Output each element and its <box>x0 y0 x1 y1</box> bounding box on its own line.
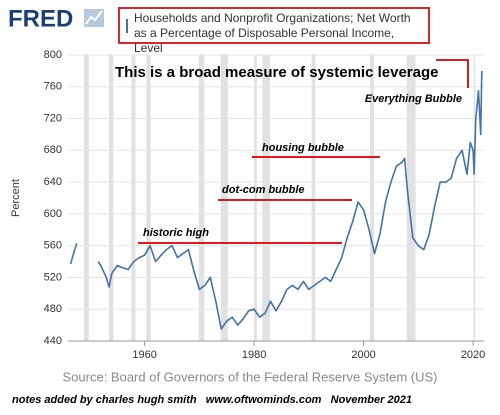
annotation-label: dot-com bubble <box>222 184 305 196</box>
y-tick-label: 760 <box>44 81 62 93</box>
y-tick-label: 520 <box>44 271 62 283</box>
recession-band <box>406 55 416 341</box>
annotation-title: This is a broad measure of systemic leve… <box>115 64 438 81</box>
logo: FRED <box>8 5 73 32</box>
series-line <box>97 70 483 330</box>
recession-band <box>254 55 257 341</box>
x-tick-label: 2000 <box>351 349 375 361</box>
recession-band <box>262 55 270 341</box>
x-tick-label: 1980 <box>242 349 266 361</box>
source: Source: Board of Governors of the Federa… <box>63 369 438 384</box>
annotations: This is a broad measure of systemic leve… <box>115 59 469 244</box>
recession-band <box>131 55 136 341</box>
y-tick-label: 640 <box>44 176 62 188</box>
y-tick-label: 600 <box>44 208 62 220</box>
recession-band <box>146 55 151 341</box>
y-tick-label: 560 <box>44 240 62 252</box>
annotation-label: historic high <box>143 227 209 239</box>
legend-entry: Households and Nonprofit Organizations; … <box>134 11 411 55</box>
y-tick-label: 480 <box>44 303 62 315</box>
y-tick-label: 440 <box>44 335 62 347</box>
legend: Households and Nonprofit Organizations; … <box>118 7 430 55</box>
y-tick-label: 680 <box>44 144 62 156</box>
y-axis-label: Percent <box>10 179 22 217</box>
y-tick-label: 720 <box>44 112 62 124</box>
annotation-label: Everything Bubble <box>365 93 462 105</box>
recession-band <box>220 55 228 341</box>
series-line <box>69 243 78 265</box>
recession-band <box>311 55 316 341</box>
recession-band <box>370 55 374 341</box>
logo-icon <box>84 9 104 27</box>
annotation-label: housing bubble <box>262 142 344 154</box>
x-tick-label: 1960 <box>132 349 156 361</box>
annotation-line <box>436 59 469 88</box>
notes: notes added by charles hugh smith www.of… <box>12 394 412 406</box>
recession-band <box>198 55 205 341</box>
legend-swatch <box>126 19 128 33</box>
y-tick-label: 800 <box>44 49 62 61</box>
x-tick-label: 2020 <box>461 349 485 361</box>
recession-band <box>109 55 114 341</box>
recession-band <box>473 55 476 341</box>
recession-band <box>83 55 89 341</box>
